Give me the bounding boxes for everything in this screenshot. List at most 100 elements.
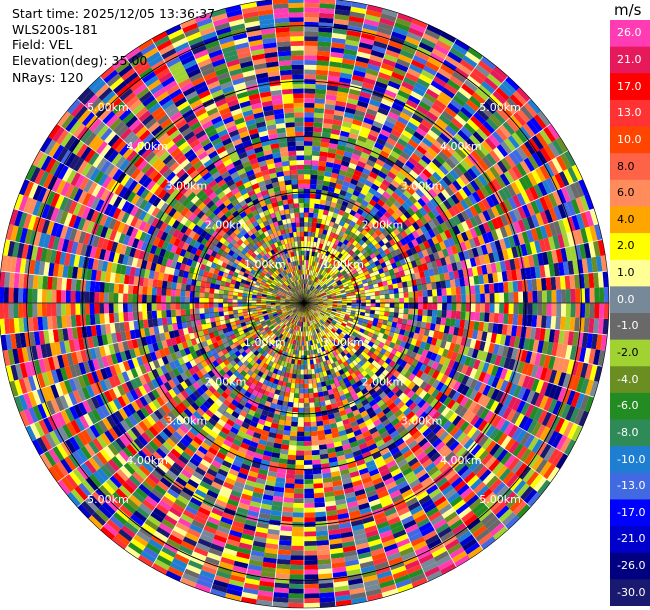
velocity-gate bbox=[473, 111, 486, 125]
velocity-gate bbox=[243, 165, 253, 173]
velocity-gate bbox=[421, 181, 432, 192]
velocity-gate bbox=[476, 108, 490, 121]
velocity-gate bbox=[138, 110, 151, 123]
velocity-gate bbox=[292, 281, 296, 287]
velocity-gate bbox=[421, 154, 432, 165]
velocity-gate bbox=[513, 111, 527, 127]
velocity-gate bbox=[277, 220, 283, 226]
velocity-gate bbox=[338, 169, 347, 177]
velocity-gate bbox=[239, 211, 247, 219]
velocity-gate bbox=[319, 263, 324, 269]
velocity-gate bbox=[449, 254, 456, 264]
velocity-gate bbox=[133, 156, 145, 168]
velocity-gate bbox=[170, 296, 176, 303]
velocity-gate bbox=[547, 160, 559, 176]
velocity-gate bbox=[417, 197, 427, 207]
velocity-gate bbox=[293, 281, 297, 286]
velocity-gate bbox=[234, 42, 250, 50]
velocity-gate bbox=[268, 269, 274, 275]
velocity-gate bbox=[509, 114, 523, 130]
velocity-gate bbox=[271, 260, 276, 266]
velocity-gate bbox=[388, 215, 397, 224]
velocity-gate bbox=[527, 137, 540, 153]
velocity-gate bbox=[337, 281, 343, 286]
velocity-gate bbox=[314, 283, 318, 288]
velocity-gate bbox=[193, 160, 204, 170]
velocity-gate bbox=[237, 303, 243, 307]
velocity-gate bbox=[240, 105, 253, 113]
velocity-gate bbox=[276, 171, 284, 178]
velocity-gate bbox=[523, 255, 530, 268]
velocity-gate bbox=[280, 214, 287, 221]
velocity-gate bbox=[508, 210, 518, 223]
velocity-gate bbox=[200, 94, 213, 104]
velocity-gate bbox=[442, 161, 453, 173]
velocity-gate bbox=[313, 126, 323, 133]
velocity-gate bbox=[261, 189, 269, 197]
velocity-gate bbox=[312, 145, 321, 152]
velocity-gate bbox=[181, 144, 192, 155]
velocity-gate bbox=[334, 218, 341, 225]
velocity-gate bbox=[269, 85, 282, 92]
velocity-gate bbox=[448, 217, 457, 228]
velocity-gate bbox=[292, 271, 296, 277]
velocity-gate bbox=[581, 258, 589, 274]
velocity-gate bbox=[172, 164, 183, 175]
velocity-gate bbox=[276, 127, 287, 134]
velocity-gate bbox=[209, 85, 222, 94]
velocity-gate bbox=[347, 281, 353, 286]
velocity-gate bbox=[304, 155, 312, 161]
velocity-gate bbox=[371, 45, 387, 54]
velocity-gate bbox=[265, 119, 276, 126]
velocity-gate bbox=[277, 256, 283, 262]
velocity-gate bbox=[489, 150, 501, 163]
velocity-gate bbox=[371, 146, 382, 155]
velocity-gate bbox=[360, 248, 367, 255]
velocity-gate bbox=[156, 67, 171, 80]
velocity-gate bbox=[304, 236, 308, 242]
velocity-gate bbox=[143, 47, 159, 60]
velocity-gate bbox=[360, 151, 370, 160]
velocity-gate bbox=[194, 147, 206, 157]
velocity-gate bbox=[401, 129, 413, 140]
velocity-gate bbox=[207, 80, 221, 90]
velocity-gate bbox=[284, 275, 289, 280]
velocity-gate bbox=[286, 286, 291, 291]
velocity-gate bbox=[288, 227, 293, 234]
velocity-gate bbox=[330, 259, 335, 265]
velocity-gate bbox=[456, 294, 462, 303]
velocity-gate bbox=[312, 266, 316, 272]
velocity-gate bbox=[583, 273, 590, 289]
velocity-gate bbox=[357, 252, 364, 258]
velocity-gate bbox=[325, 161, 334, 168]
velocity-gate bbox=[346, 261, 353, 267]
velocity-gate bbox=[298, 188, 304, 194]
velocity-gate bbox=[410, 152, 421, 163]
velocity-gate bbox=[294, 207, 300, 213]
velocity-gate bbox=[283, 223, 289, 230]
velocity-gate bbox=[227, 299, 233, 303]
velocity-gate bbox=[290, 45, 304, 51]
velocity-gate bbox=[336, 279, 342, 284]
velocity-gate bbox=[415, 236, 423, 245]
velocity-gate bbox=[315, 84, 327, 90]
velocity-gate bbox=[280, 156, 290, 162]
velocity-gate bbox=[46, 289, 52, 303]
velocity-gate bbox=[288, 291, 293, 296]
velocity-gate bbox=[156, 310, 162, 319]
velocity-gate bbox=[314, 103, 325, 109]
velocity-gate bbox=[327, 70, 341, 78]
velocity-gate bbox=[334, 203, 342, 210]
velocity-gate bbox=[361, 267, 368, 273]
velocity-gate bbox=[407, 216, 416, 225]
velocity-gate bbox=[475, 127, 489, 141]
velocity-gate bbox=[344, 267, 351, 273]
velocity-gate bbox=[381, 145, 393, 155]
velocity-gate bbox=[336, 214, 343, 221]
velocity-gate bbox=[321, 283, 327, 288]
velocity-gate bbox=[317, 233, 323, 239]
velocity-gate bbox=[348, 88, 361, 96]
velocity-gate bbox=[396, 12, 414, 23]
velocity-gate bbox=[492, 110, 506, 125]
velocity-gate bbox=[121, 67, 136, 81]
